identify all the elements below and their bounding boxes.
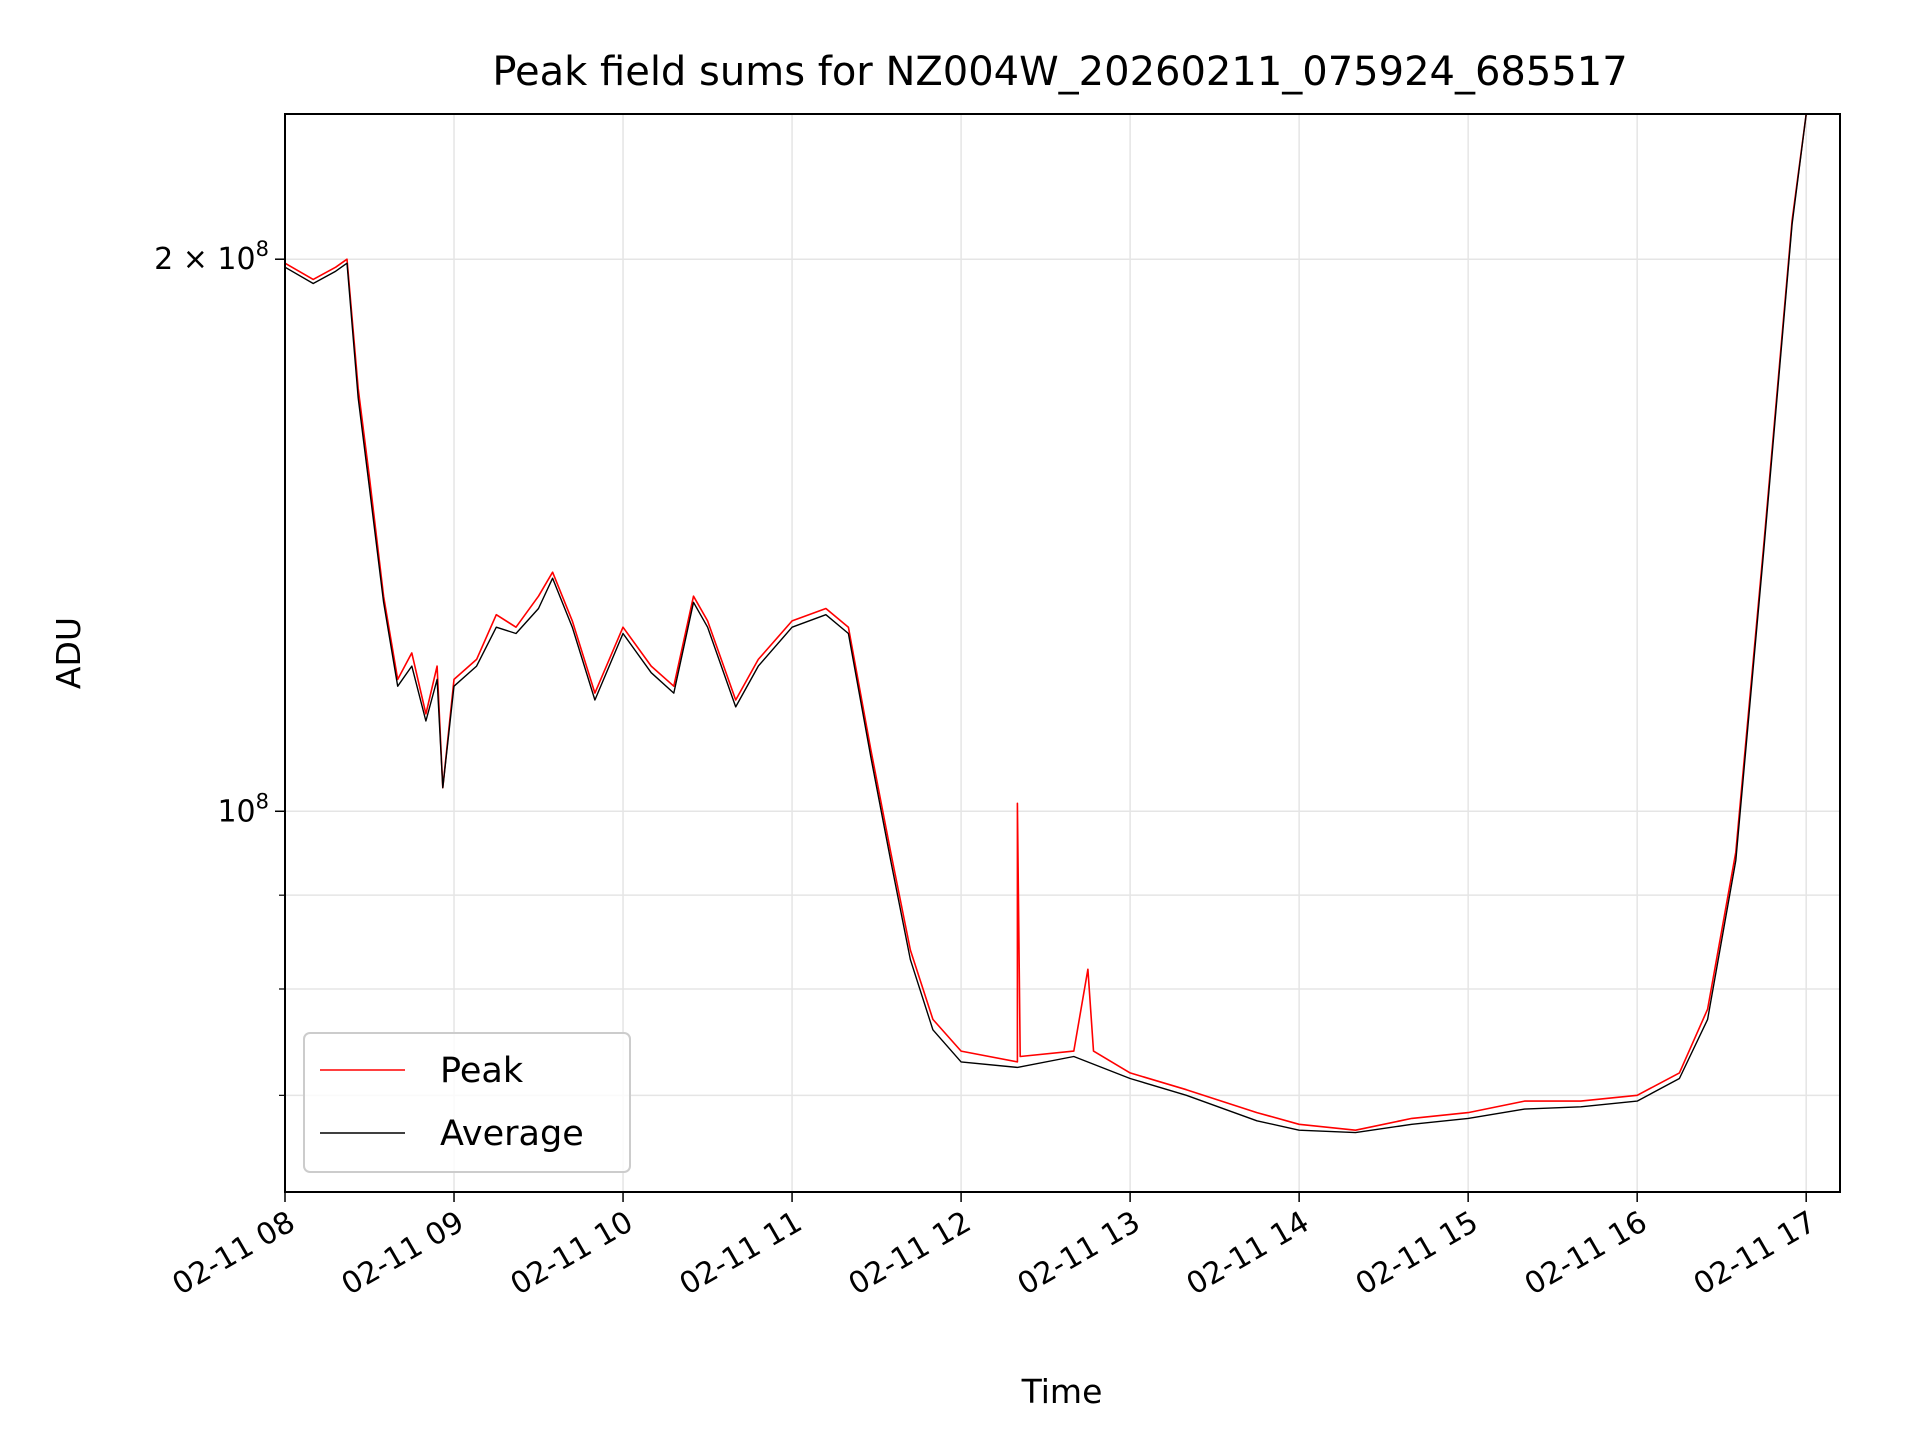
x-axis-title: Time bbox=[1021, 1372, 1103, 1411]
plot-frame bbox=[284, 113, 1841, 1193]
series-group bbox=[284, 113, 1807, 1134]
grid bbox=[284, 114, 1840, 1192]
chart-title: Peak field sums for NZ004W_20260211_0759… bbox=[492, 49, 1627, 95]
y-tick-label: 2 × 108 bbox=[154, 237, 269, 277]
legend-box bbox=[303, 1032, 631, 1173]
legend: Peak Average bbox=[303, 1032, 631, 1173]
legend-peak-label: Peak bbox=[440, 1051, 524, 1091]
y-axis-title: ADU bbox=[49, 617, 88, 689]
series-line-peak bbox=[284, 113, 1807, 1131]
legend-average-label: Average bbox=[440, 1114, 584, 1154]
series-line-average bbox=[284, 113, 1807, 1134]
